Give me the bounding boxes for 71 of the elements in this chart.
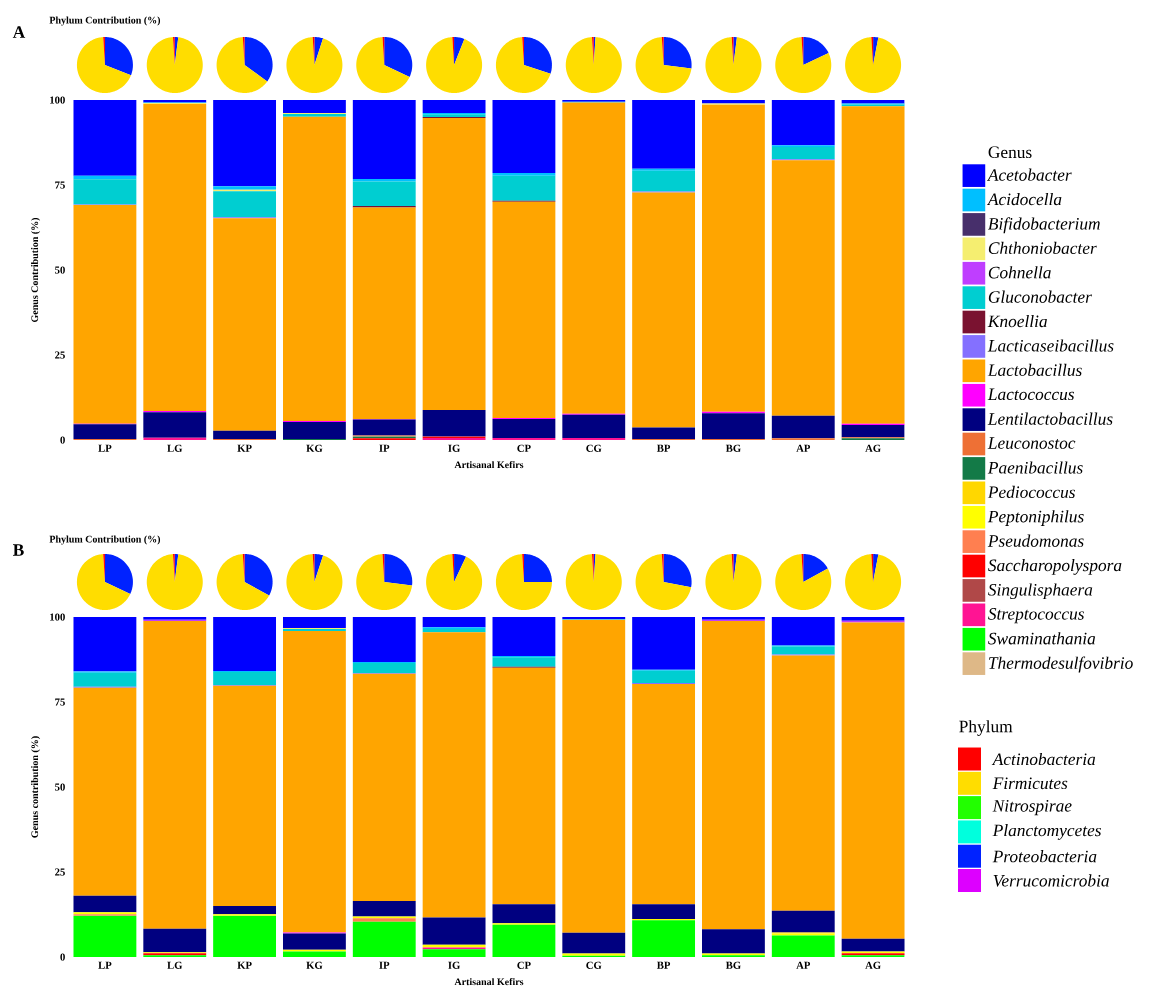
legend-label: Pseudomonas	[987, 534, 1084, 547]
legend-label: Pediococcus	[987, 485, 1075, 499]
legend-label: Planctomycetes	[992, 824, 1101, 840]
x-tick-label: IP	[379, 444, 390, 452]
chart-title: Phylum Contribution (%)	[49, 535, 161, 545]
legend-label: Actinobacteria	[991, 752, 1096, 766]
x-tick-label: KP	[237, 444, 252, 452]
legend-label: Acidocella	[986, 193, 1062, 206]
x-axis-title: Artisanal Kefirs	[454, 978, 524, 986]
x-tick-label: IG	[448, 961, 461, 969]
legend-label: Streptococcus	[988, 608, 1084, 624]
x-tick-label: CG	[586, 444, 602, 452]
x-tick-label: KG	[306, 444, 323, 452]
x-tick-label: IG	[448, 444, 461, 452]
text: B	[13, 544, 24, 556]
chart-title: Phylum Contribution (%)	[49, 16, 161, 26]
x-tick-label: CG	[586, 961, 602, 969]
y-tick-label: 50	[55, 266, 65, 274]
x-axis-title: Artisanal Kefirs	[454, 461, 524, 469]
legend-label: Cohnella	[988, 266, 1051, 279]
legend-label: Leuconostoc	[987, 437, 1076, 449]
y-axis-title: Genus contribution (%)	[31, 736, 41, 838]
x-tick-label: AG	[865, 444, 881, 452]
y-tick-label: 50	[55, 783, 65, 791]
x-tick-label: BP	[656, 444, 671, 452]
y-axis-title: Genus Contribution (%)	[31, 217, 41, 323]
legend-label: Proteobacteria	[992, 850, 1097, 863]
legend-label: Acetobacter	[986, 168, 1072, 181]
legend-title: Genus	[988, 146, 1032, 159]
x-tick-label: LP	[98, 961, 112, 969]
x-tick-label: LG	[167, 444, 183, 452]
legend-label: Nitrospirae	[992, 800, 1072, 816]
legend-title: Phylum	[959, 720, 1013, 736]
x-tick-label: AP	[796, 444, 811, 452]
y-tick-label: 25	[55, 868, 65, 876]
x-tick-label: KP	[237, 961, 252, 969]
x-tick-label: LG	[167, 961, 183, 969]
x-tick-label: IP	[379, 961, 390, 969]
x-tick-label: AG	[865, 961, 881, 969]
x-tick-label: BP	[656, 961, 671, 969]
legend-label: Swaminathania	[988, 632, 1096, 645]
x-tick-label: AP	[796, 961, 811, 969]
legend-label: Knoellia	[987, 315, 1047, 328]
legend-label: Lacticaseibacillus	[987, 339, 1114, 352]
legend-label: Lentilactobacillus	[987, 412, 1113, 425]
x-tick-label: KG	[306, 961, 323, 969]
legend-label: Gluconobacter	[988, 290, 1092, 303]
legend-label: Lactococcus	[987, 388, 1075, 401]
y-tick-label: 0	[60, 436, 65, 444]
legend-label: Peptoniphilus	[987, 510, 1084, 526]
legend-label: Verrucomicrobia	[993, 874, 1109, 887]
x-tick-label: CP	[517, 961, 531, 969]
legend-label: Lactobacillus	[987, 363, 1082, 377]
y-tick-label: 25	[55, 351, 65, 359]
y-tick-label: 0	[60, 953, 65, 961]
y-tick-label: 100	[50, 96, 65, 104]
legend-label: Paenibacillus	[987, 461, 1083, 474]
x-tick-label: CP	[517, 444, 531, 452]
legend-label: Singulisphaera	[988, 583, 1093, 600]
legend-label: Thermodesulfovibrio	[989, 656, 1133, 673]
y-tick-label: 100	[50, 613, 65, 621]
legend-label: Chthoniobacter	[988, 241, 1097, 255]
y-tick-label: 75	[55, 181, 65, 189]
x-tick-label: BG	[725, 961, 741, 969]
x-tick-label: LP	[98, 444, 112, 452]
legend-label: Bifidobacterium	[988, 217, 1100, 234]
x-tick-label: BG	[725, 444, 741, 452]
legend-label: Firmicutes	[992, 777, 1068, 790]
legend-label: Saccharopolyspora	[988, 559, 1122, 575]
y-tick-label: 75	[55, 698, 65, 706]
text: A	[12, 26, 26, 38]
